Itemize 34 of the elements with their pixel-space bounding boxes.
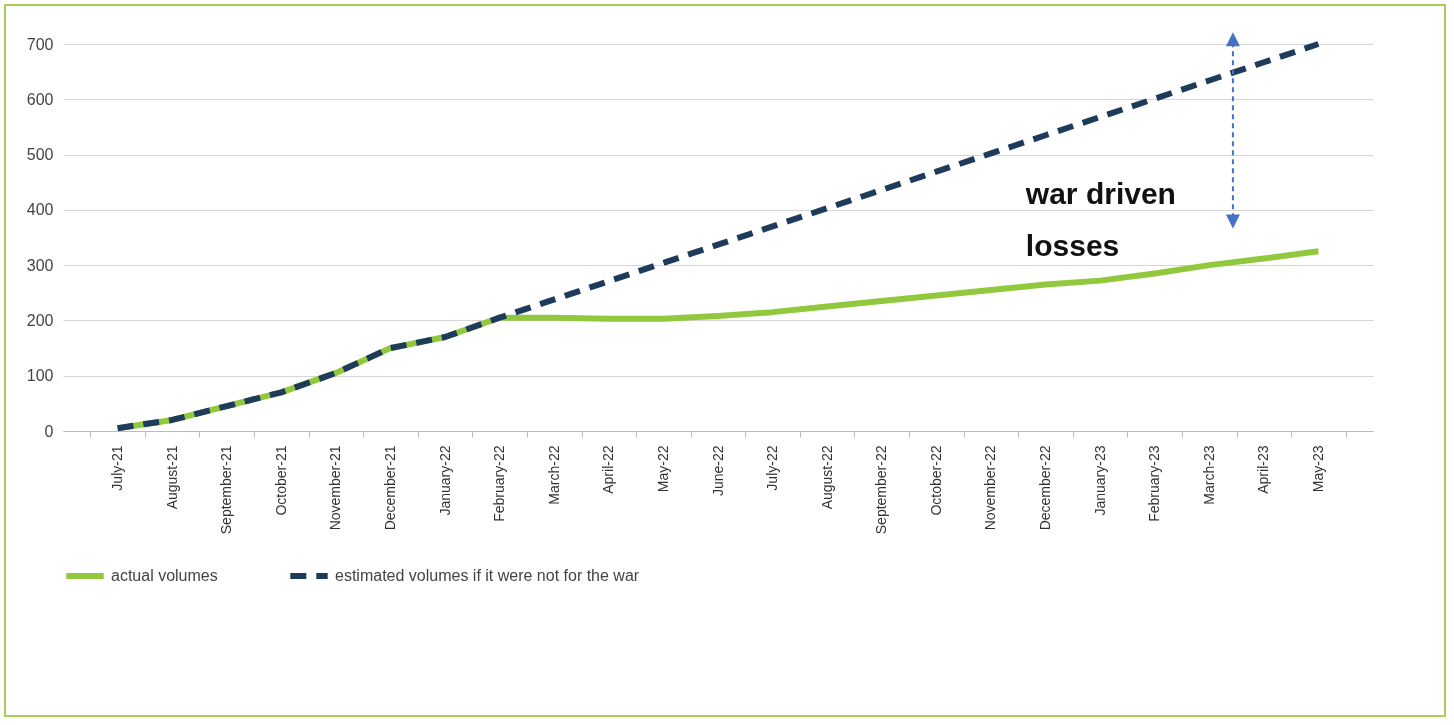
x-tick-label: March-23 [1200,445,1217,505]
legend-label: estimated volumes if it were not for the war [335,567,640,584]
y-tick-label: 0 [44,422,54,440]
x-tick-label: July-22 [764,445,781,491]
x-tick-label: December-22 [1037,445,1053,531]
legend-label: actual volumes [111,567,218,584]
x-tick-label: July-21 [109,445,126,491]
x-tick-label: November-21 [327,445,344,531]
x-tick-label: June-22 [709,445,726,497]
x-tick-label: February-23 [1146,445,1163,522]
x-tick-label: August-21 [163,445,180,510]
x-tick-label: August-22 [818,445,835,510]
x-tick-label: September-22 [873,445,890,535]
x-tick-label: October-21 [272,445,289,516]
x-tick-label: October-22 [927,445,944,516]
y-tick-label: 400 [26,201,54,219]
y-tick-label: 100 [26,367,54,385]
x-tick-label: March-22 [545,445,562,505]
x-tick-label: January-23 [1091,445,1108,516]
x-tick-label: April-23 [1255,445,1272,494]
y-tick-label: 700 [26,35,54,53]
x-tick-label: May-23 [1309,445,1326,493]
x-tick-label: May-22 [654,445,671,493]
x-tick-label: January-22 [436,445,453,516]
x-tick-label: February-22 [491,445,508,522]
x-tick-label: November-22 [982,445,999,531]
x-tick-label: September-21 [218,445,235,535]
y-tick-label: 300 [26,256,54,274]
x-tick-label: April-22 [600,445,617,494]
y-tick-label: 600 [26,90,54,108]
annotation: war driven losses [1024,176,1176,262]
x-tick-label: December-21 [382,445,398,531]
y-tick-label: 500 [26,146,54,164]
y-tick-label: 200 [26,311,54,329]
